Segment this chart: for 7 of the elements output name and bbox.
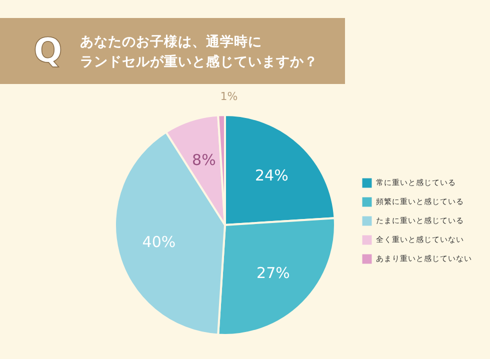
- data-label: 8%: [192, 151, 216, 170]
- data-label: 1%: [220, 90, 238, 104]
- data-label: 24%: [255, 166, 288, 184]
- data-label: 27%: [256, 264, 290, 282]
- data-label: 40%: [142, 232, 176, 251]
- chart-title: あなたのお子様は、通学時にランドセルが重いと感じていますか？: [80, 34, 318, 70]
- text: Q: [34, 31, 62, 71]
